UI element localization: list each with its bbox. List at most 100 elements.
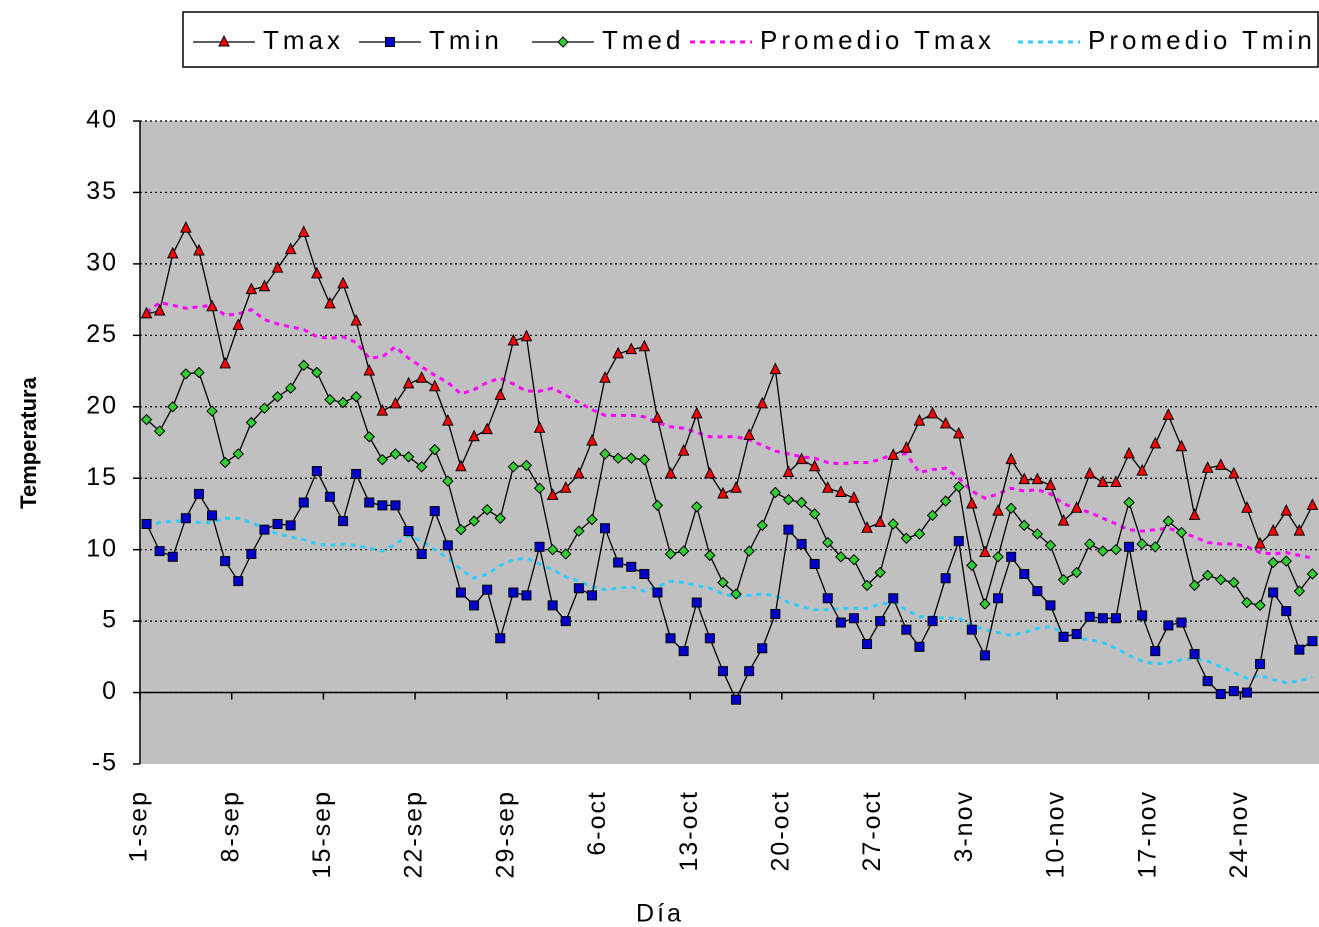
marker (573, 525, 585, 537)
marker (1097, 475, 1109, 488)
marker (193, 366, 205, 379)
marker (835, 617, 846, 628)
marker (1307, 636, 1318, 647)
marker (533, 421, 546, 433)
marker (586, 590, 597, 601)
marker (1123, 446, 1135, 459)
x-tick-label: 3-nov (950, 790, 978, 863)
y-axis-title: Temperatura (16, 376, 41, 508)
marker (494, 388, 507, 400)
marker (220, 556, 231, 567)
marker (731, 694, 742, 705)
marker (1044, 539, 1057, 552)
marker (979, 598, 991, 610)
marker (901, 624, 912, 635)
marker (520, 329, 533, 342)
marker (1215, 688, 1226, 699)
marker (232, 318, 245, 330)
x-tick-label: 17-nov (1133, 790, 1161, 878)
marker (822, 593, 833, 604)
marker (428, 379, 441, 392)
marker (167, 401, 179, 413)
marker (874, 566, 886, 579)
marker (193, 243, 205, 256)
y-tick-label: 35 (86, 177, 118, 205)
marker (415, 461, 428, 473)
marker (560, 548, 572, 560)
marker (363, 431, 375, 443)
marker (848, 491, 860, 503)
marker (324, 393, 336, 406)
marker (1110, 543, 1122, 556)
marker (1214, 458, 1227, 470)
marker (913, 413, 926, 426)
marker (1294, 644, 1305, 655)
marker (546, 488, 559, 500)
marker (403, 526, 414, 537)
marker (245, 282, 258, 295)
y-tick-label: 0 (102, 677, 118, 705)
marker (900, 532, 913, 544)
marker (351, 468, 362, 479)
marker (835, 485, 847, 498)
marker (259, 524, 270, 535)
marker (311, 366, 323, 379)
marker (547, 600, 558, 611)
y-tick-label: 10 (86, 534, 118, 562)
marker (638, 339, 651, 352)
marker (521, 590, 532, 601)
marker (992, 503, 1004, 516)
marker (1241, 596, 1253, 609)
marker (664, 466, 677, 479)
marker (638, 453, 651, 466)
marker (690, 406, 703, 419)
marker (350, 391, 362, 403)
marker (1150, 646, 1161, 657)
marker (678, 646, 689, 657)
marker (677, 545, 690, 557)
marker (651, 411, 664, 423)
x-tick-label: 10-nov (1042, 790, 1070, 878)
marker (1110, 613, 1121, 624)
marker (1188, 579, 1201, 592)
legend-box (182, 11, 1319, 68)
legend-label: Promedio Tmin (1088, 25, 1316, 55)
marker (1215, 573, 1227, 586)
y-tick-label: 20 (86, 391, 118, 419)
marker (677, 443, 690, 456)
marker (586, 513, 598, 526)
marker (193, 488, 204, 499)
marker (625, 452, 637, 464)
marker (402, 376, 415, 389)
marker (769, 362, 782, 375)
marker (1045, 600, 1056, 611)
marker (284, 382, 297, 394)
marker (364, 497, 375, 508)
marker (232, 448, 244, 460)
marker (1005, 452, 1017, 465)
marker (311, 266, 323, 279)
marker (233, 576, 244, 587)
marker (1162, 515, 1175, 527)
marker (1123, 496, 1135, 509)
marker (385, 37, 395, 47)
marker (927, 616, 938, 627)
marker (154, 546, 165, 557)
marker (546, 543, 559, 556)
marker (533, 482, 546, 494)
marker (926, 406, 939, 419)
marker (717, 666, 728, 677)
marker (377, 500, 388, 511)
marker (1255, 658, 1266, 669)
marker (1228, 686, 1239, 697)
marker (1149, 436, 1162, 449)
marker (744, 666, 755, 677)
marker (848, 613, 859, 624)
marker (207, 510, 218, 521)
marker (1201, 569, 1214, 582)
marker (664, 548, 677, 560)
marker (1176, 617, 1187, 628)
marker (612, 346, 624, 359)
marker (560, 616, 571, 627)
